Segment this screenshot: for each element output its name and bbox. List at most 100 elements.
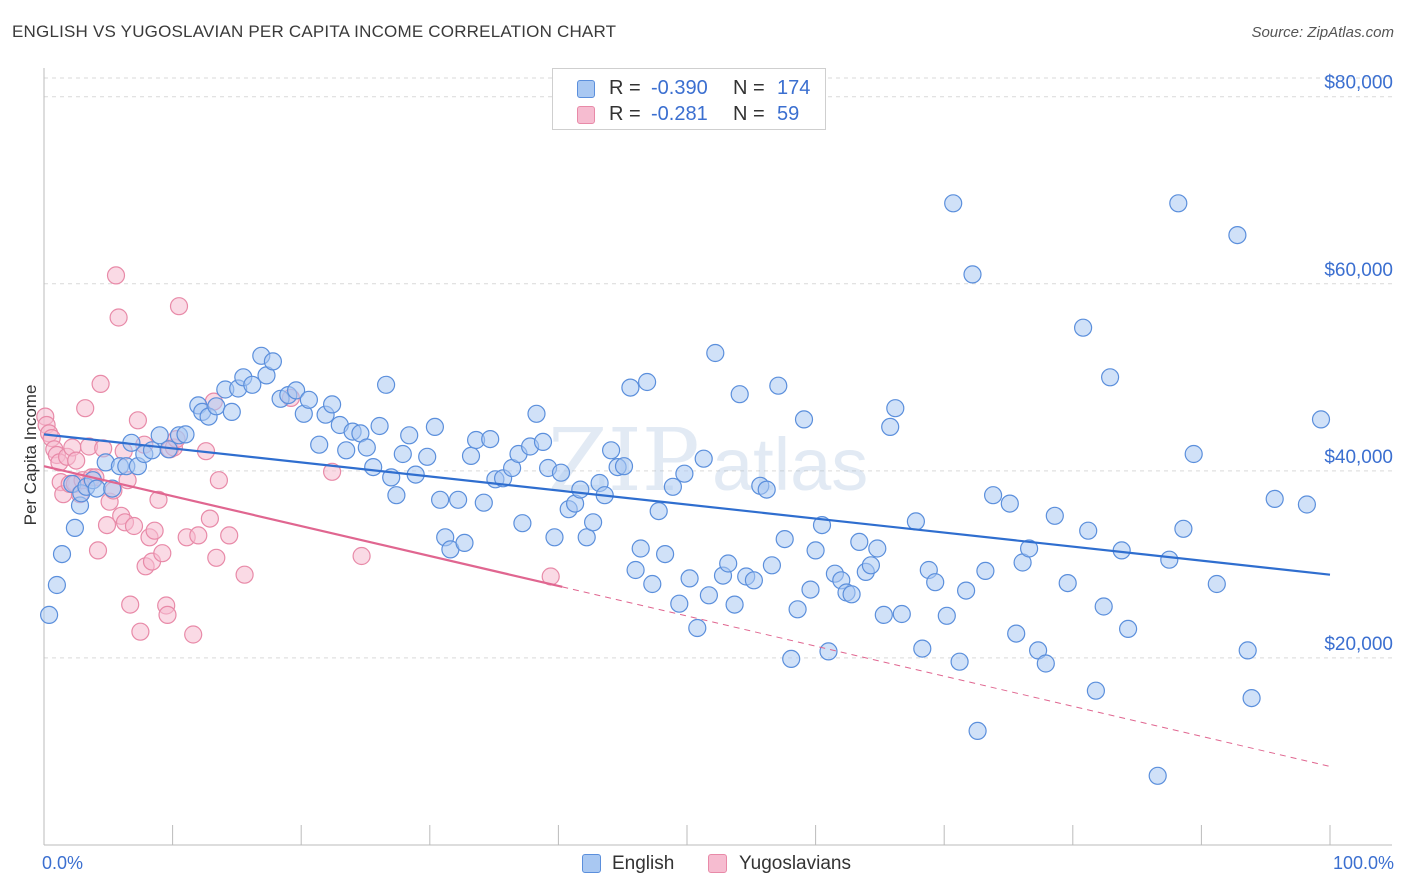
english-point [455, 533, 474, 553]
chart-title: ENGLISH VS YUGOSLAVIAN PER CAPITA INCOME… [12, 22, 617, 41]
english-point [176, 425, 195, 444]
legend-yugoslavians-r: -0.281 [651, 103, 708, 125]
yugoslavians-point [153, 544, 172, 563]
english-point [323, 395, 342, 414]
english-point [1100, 368, 1120, 387]
legend-row-english: R = -0.390 N = 174 [553, 75, 825, 103]
english-point [47, 575, 67, 595]
english-point [963, 265, 982, 284]
english-point [39, 605, 59, 625]
english-point [1073, 318, 1093, 337]
english-point [1036, 654, 1055, 673]
english-point [551, 463, 571, 482]
english-point [461, 446, 481, 465]
english-point [730, 385, 749, 404]
legend-row-yugoslavians: R = -0.281 N = 59 [553, 101, 825, 129]
yugoslavians-point [76, 399, 95, 418]
english-point [913, 639, 932, 658]
english-point [431, 490, 450, 509]
yugoslavians-swatch [577, 106, 595, 124]
yugoslavians-trend-line [43, 465, 563, 588]
yugoslavians-point [149, 490, 168, 509]
english-point [583, 513, 603, 532]
yugoslavians-point [189, 526, 208, 545]
english-point [1045, 506, 1064, 525]
legend-yugoslavians-n: 59 [777, 103, 800, 125]
english-point [1160, 550, 1179, 569]
english-point [1297, 495, 1317, 514]
watermark-atlas: atlas [712, 423, 868, 506]
english-point [527, 404, 546, 423]
yugoslavians-point [169, 297, 189, 316]
english-point [1169, 194, 1188, 213]
y-axis-title: Per Capita Income [21, 385, 40, 526]
english-point [631, 539, 650, 558]
x-tick-label-max: 100.0% [1333, 853, 1394, 873]
legend-english-n: 174 [777, 77, 811, 99]
english-point [103, 479, 122, 498]
english-point [263, 352, 282, 371]
english-point [393, 444, 412, 464]
english-point [757, 480, 776, 499]
y-axis-labels: $20,000 $40,000 $60,000 $80,000 [1324, 73, 1393, 655]
y-tick-label: $20,000 [1324, 634, 1393, 655]
english-point [150, 426, 169, 445]
yugoslavians-point [121, 595, 140, 614]
chart-source: Source: ZipAtlas.com [1251, 24, 1394, 41]
yugoslavians-point [145, 521, 164, 540]
english-point [1094, 597, 1113, 616]
english-point [310, 435, 329, 454]
english-point [744, 571, 764, 590]
english-point [1118, 619, 1138, 639]
english-point [626, 560, 645, 580]
english-point [649, 502, 668, 521]
yugoslavians-point [128, 411, 147, 430]
english-point [874, 605, 893, 625]
english-point [1184, 444, 1203, 464]
english-point [675, 464, 694, 483]
yugoslavians-point [235, 565, 254, 584]
english-point [222, 402, 241, 421]
yugoslavians-point [91, 374, 110, 393]
english-point [1079, 521, 1098, 540]
english-point [637, 372, 657, 392]
english-point [287, 381, 306, 400]
english-point [481, 430, 500, 449]
english-point [142, 441, 162, 460]
english-point [694, 449, 713, 468]
correlation-legend: R = -0.390 N = 174 R = -0.281 N = 59 [552, 68, 826, 130]
english-point [788, 600, 807, 619]
english-point [370, 416, 389, 436]
legend-n-label: N = [733, 103, 765, 125]
yugoslavians-points [36, 266, 560, 644]
english-point [1086, 681, 1106, 700]
english-point [299, 390, 318, 409]
yugoslavians-point [124, 516, 144, 536]
english-point [937, 606, 956, 625]
trend-lines [43, 433, 1331, 767]
yugoslavians-point [323, 462, 342, 481]
x-tick-label-min: 0.0% [42, 853, 83, 873]
english-point [601, 441, 621, 460]
english-point [699, 586, 719, 605]
series-legend: English Yugoslavians [0, 852, 1406, 878]
yugoslavians-point [109, 308, 128, 327]
y-tick-label: $60,000 [1324, 260, 1393, 281]
yugoslavians-point [97, 515, 117, 535]
english-point [801, 580, 820, 599]
english-point [775, 529, 794, 549]
english-point [861, 556, 881, 575]
english-point [944, 194, 963, 213]
english-point [513, 514, 532, 533]
yugoslavians-point [184, 625, 203, 644]
english-point [449, 490, 468, 509]
english-point [968, 721, 987, 741]
english-point [400, 426, 419, 445]
yugoslavians-point [352, 546, 371, 566]
english-point [670, 594, 689, 613]
legend-english-r: -0.390 [651, 77, 708, 99]
english-point [1007, 624, 1026, 643]
english-point [1311, 410, 1331, 429]
english-point [1207, 574, 1226, 594]
